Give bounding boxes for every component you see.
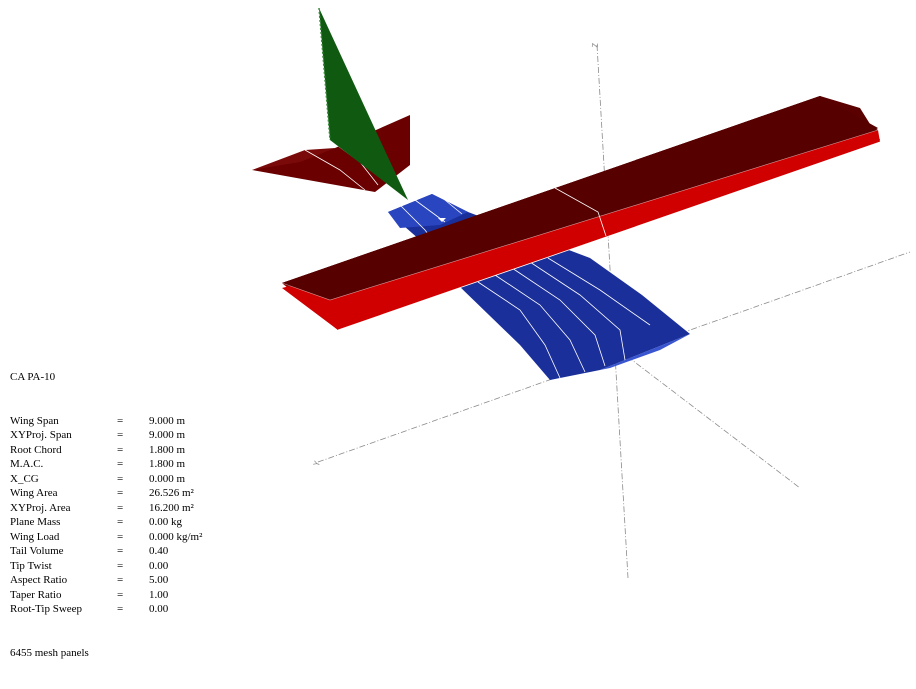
plane-render[interactable]: Z Y <box>0 0 916 582</box>
info-value: 0.000 m <box>149 472 186 485</box>
info-value: 0.00 kg <box>149 516 182 528</box>
info-value: 9.000 m <box>149 429 186 441</box>
info-value: 1.800 m <box>149 458 186 470</box>
info-row: Wing Area = 26.526 m² <box>10 486 202 501</box>
info-equals: = <box>117 603 124 615</box>
info-row: XYProj. Span = 9.000 m <box>10 428 202 443</box>
info-label: Taper Ratio <box>10 588 62 601</box>
info-label: Tip Twist <box>10 559 52 572</box>
info-row: Taper Ratio = 1.00 <box>10 588 202 603</box>
info-label: Root Chord <box>10 443 62 456</box>
info-equals: = <box>117 545 124 557</box>
info-equals: = <box>117 559 124 572</box>
info-label: Aspect Ratio <box>10 574 68 586</box>
info-equals: = <box>117 414 124 427</box>
x-axis-label: Y <box>312 460 322 468</box>
info-equals: = <box>117 487 124 499</box>
info-value: 1.00 <box>149 588 169 601</box>
info-label: Wing Load <box>10 530 60 543</box>
info-value: 16.200 m² <box>149 501 194 514</box>
info-value: 0.00 <box>149 603 169 615</box>
info-equals: = <box>117 472 124 485</box>
info-row: Wing Span = 9.000 m <box>10 414 202 429</box>
info-label: Root-Tip Sweep <box>10 603 83 615</box>
info-label: M.A.C. <box>10 458 44 470</box>
3d-viewport[interactable]: Z Y <box>0 0 916 659</box>
info-row: Tip Twist = 0.00 <box>10 559 202 574</box>
info-row: Wing Load = 0.000 kg/m² <box>10 530 202 545</box>
info-row: M.A.C. = 1.800 m <box>10 457 202 472</box>
info-row: Root Chord = 1.800 m <box>10 443 202 458</box>
info-row: Tail Volume = 0.40 <box>10 544 202 559</box>
info-label: Wing Span <box>10 414 59 427</box>
plane-info-rows: Wing Span = 9.000 m XYProj. Span = 9.000 m Roo… <box>10 414 202 617</box>
x-axis <box>317 251 911 463</box>
info-value: 5.00 <box>149 574 169 586</box>
info-row: Aspect Ratio = 5.00 <box>10 573 202 588</box>
mesh-panels-count: 6455 mesh panels <box>10 646 89 659</box>
main-wing <box>281 96 881 331</box>
info-row: XYProj. Area = 16.200 m² <box>10 501 202 516</box>
info-row: X_CG = 0.000 m <box>10 472 202 487</box>
vertical-fin <box>318 7 408 200</box>
info-label: X_CG <box>10 472 39 485</box>
info-value: 0.00 <box>149 559 169 572</box>
info-label: XYProj. Span <box>10 429 72 441</box>
info-equals: = <box>117 458 124 470</box>
z-axis-label: Z <box>591 43 600 49</box>
info-equals: = <box>117 443 124 456</box>
info-value: 0.000 kg/m² <box>149 530 203 543</box>
info-label: Tail Volume <box>10 545 64 557</box>
info-equals: = <box>117 530 124 543</box>
info-row: Root-Tip Sweep = 0.00 <box>10 602 202 617</box>
info-equals: = <box>117 516 124 528</box>
plane-info-panel: CA PA-10 Wing Span = 9.000 m XYProj. Span = 9… <box>10 341 202 689</box>
info-equals: = <box>117 574 124 586</box>
info-value: 0.40 <box>149 545 169 557</box>
info-value: 26.526 m² <box>149 487 194 499</box>
info-label: XYProj. Area <box>10 501 71 514</box>
plane-name: CA PA-10 <box>10 371 56 383</box>
info-row: Plane Mass = 0.00 kg <box>10 515 202 530</box>
y-axis <box>539 289 801 489</box>
info-equals: = <box>117 501 124 514</box>
info-value: 9.000 m <box>149 414 186 427</box>
info-value: 1.800 m <box>149 443 186 456</box>
info-equals: = <box>117 429 124 441</box>
info-label: Plane Mass <box>10 516 61 528</box>
info-label: Wing Area <box>10 487 58 499</box>
info-equals: = <box>117 588 124 601</box>
